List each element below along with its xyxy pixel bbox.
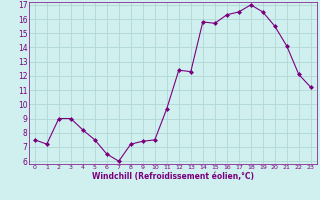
X-axis label: Windchill (Refroidissement éolien,°C): Windchill (Refroidissement éolien,°C) <box>92 172 254 181</box>
